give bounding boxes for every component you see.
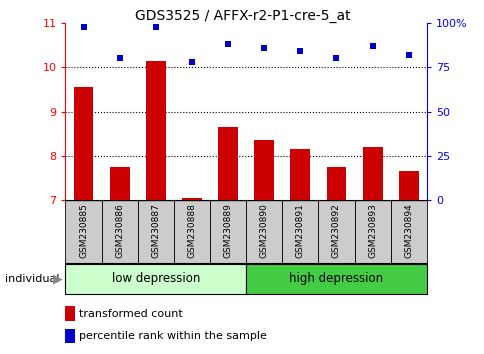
Point	[79, 24, 87, 29]
Text: GSM230886: GSM230886	[115, 203, 124, 258]
Bar	[65, 264, 245, 294]
Text: GSM230885: GSM230885	[79, 203, 88, 258]
Text: ▶: ▶	[53, 272, 63, 285]
Bar	[245, 200, 282, 264]
Text: GSM230893: GSM230893	[367, 203, 377, 258]
Text: transformed count: transformed count	[79, 309, 182, 319]
Text: GSM230890: GSM230890	[259, 203, 268, 258]
Text: GSM230888: GSM230888	[187, 203, 196, 258]
Bar	[173, 200, 210, 264]
Point	[332, 56, 340, 61]
Text: low depression: low depression	[111, 272, 199, 285]
Text: GSM230894: GSM230894	[403, 203, 412, 258]
Point	[260, 45, 268, 51]
Text: individual: individual	[5, 274, 59, 284]
Point	[368, 43, 376, 49]
Bar	[326, 167, 346, 200]
Point	[116, 56, 123, 61]
Bar	[137, 200, 173, 264]
Bar	[354, 200, 390, 264]
Bar	[390, 200, 426, 264]
Point	[188, 59, 196, 65]
Point	[404, 52, 412, 58]
Bar	[65, 306, 75, 321]
Bar	[254, 140, 273, 200]
Text: percentile rank within the sample: percentile rank within the sample	[79, 331, 267, 341]
Text: GSM230889: GSM230889	[223, 203, 232, 258]
Bar	[102, 200, 137, 264]
Bar	[146, 61, 166, 200]
Bar	[290, 149, 310, 200]
Bar	[65, 200, 102, 264]
Bar	[362, 147, 382, 200]
Bar	[245, 264, 426, 294]
Bar	[182, 198, 201, 200]
Bar	[282, 200, 318, 264]
Text: GSM230891: GSM230891	[295, 203, 304, 258]
Bar	[318, 200, 354, 264]
Text: GSM230887: GSM230887	[151, 203, 160, 258]
Bar	[109, 167, 129, 200]
Bar	[74, 87, 93, 200]
Text: GSM230892: GSM230892	[331, 203, 340, 258]
Text: GDS3525 / AFFX-r2-P1-cre-5_at: GDS3525 / AFFX-r2-P1-cre-5_at	[135, 9, 349, 23]
Bar	[398, 171, 418, 200]
Bar	[218, 127, 238, 200]
Point	[224, 41, 231, 47]
Bar	[210, 200, 245, 264]
Text: high depression: high depression	[289, 272, 383, 285]
Bar	[65, 329, 75, 343]
Point	[151, 24, 159, 29]
Point	[296, 48, 303, 54]
